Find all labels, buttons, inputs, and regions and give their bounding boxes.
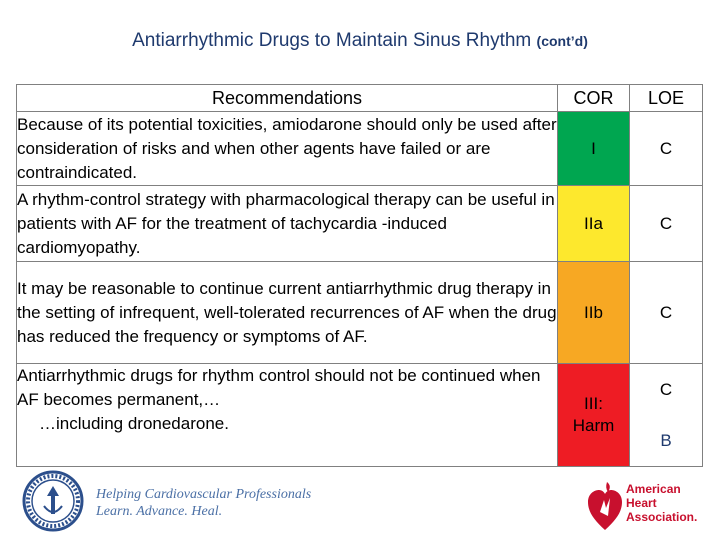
title-suffix: (cont’d) — [536, 33, 588, 49]
aha-logo: American Heart Association. — [586, 478, 716, 538]
table-row: Antiarrhythmic drugs for rhythm control … — [16, 363, 703, 467]
cor-badge: IIa — [557, 185, 630, 262]
footer: Helping Cardiovascular Professionals Lea… — [0, 468, 720, 540]
cor-badge: III: Harm — [557, 363, 630, 467]
loe-value-secondary: B — [660, 430, 672, 450]
loe-value: C — [659, 379, 673, 399]
title-main: Antiarrhythmic Drugs to Maintain Sinus R… — [132, 30, 537, 51]
header-cor: COR — [557, 84, 630, 112]
recommendation-text-cell: Antiarrhythmic drugs for rhythm control … — [16, 363, 558, 467]
header-recommendations: Recommendations — [16, 84, 558, 112]
cor-badge: I — [557, 111, 630, 186]
recommendation-text: Because of its potential toxicities, ami… — [16, 111, 558, 186]
page-title: Antiarrhythmic Drugs to Maintain Sinus R… — [0, 30, 720, 52]
loe-value: C — [629, 111, 703, 186]
recommendation-text: A rhythm-control strategy with pharmacol… — [16, 185, 558, 262]
header-loe: LOE — [629, 84, 703, 112]
aha-line2: Heart — [626, 496, 657, 510]
loe-value: C — [629, 261, 703, 364]
slogan: Helping Cardiovascular Professionals Lea… — [96, 486, 311, 520]
seal-icon — [22, 470, 84, 532]
recommendation-text: Antiarrhythmic drugs for rhythm control … — [17, 366, 541, 409]
slogan-line1: Helping Cardiovascular Professionals — [96, 487, 312, 502]
loe-cell: C B — [629, 363, 703, 467]
table-header-row: Recommendations COR LOE — [16, 84, 703, 112]
slogan-line2: Learn. Advance. Heal. — [96, 504, 223, 519]
table-row: A rhythm-control strategy with pharmacol… — [16, 185, 703, 262]
cor-badge: IIb — [557, 261, 630, 364]
aha-wordmark: American Heart Association. — [626, 482, 697, 524]
recommendation-subtext: …including dronedarone. — [39, 414, 229, 433]
aha-line1: American — [626, 482, 681, 496]
recommendation-text: It may be reasonable to continue current… — [16, 261, 558, 364]
table-row: Because of its potential toxicities, ami… — [16, 111, 703, 186]
loe-value: C — [629, 185, 703, 262]
table-row: It may be reasonable to continue current… — [16, 261, 703, 364]
heart-torch-icon — [588, 482, 622, 530]
aha-line3: Association. — [626, 510, 698, 524]
recommendations-table: Recommendations COR LOE Because of its p… — [16, 84, 703, 467]
